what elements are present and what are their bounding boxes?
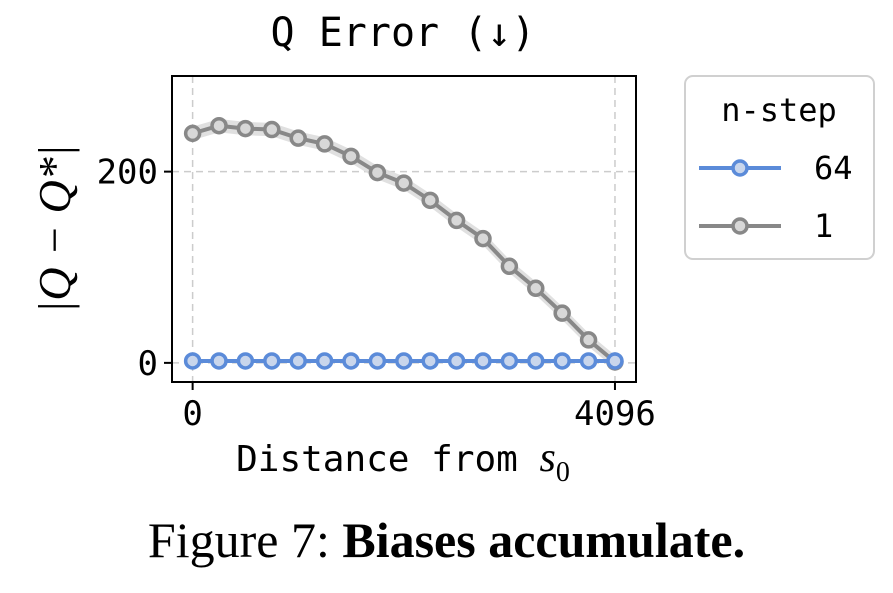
data-point-64 [289,352,307,370]
x-tick-label: 4096 [574,394,656,434]
data-point-64 [368,352,387,370]
plot-area [171,75,637,383]
legend-label-1: 1 [814,207,833,245]
data-point-1 [342,147,360,166]
plot-border [171,75,637,383]
legend-entries: 64 1 [699,149,853,245]
legend-label-64: 64 [814,149,853,187]
data-point-1 [447,211,466,230]
y-tick-label: 200 [97,153,158,193]
axis-ticks: 0 4096 0 200 [97,153,656,434]
legend-marker-64 [731,159,749,177]
x-axis-label-text: Distance from [236,439,539,480]
data-point-1 [553,304,571,322]
data-point-1 [500,257,519,276]
data-point-64 [210,352,228,370]
legend: n-step 64 1 [684,75,875,260]
y-axis-label: |Q − Q*| [29,145,80,314]
data-point-64 [421,352,439,370]
data-point-64 [527,352,545,370]
y-tick-label: 0 [138,344,158,384]
x-axis-label: Distance from s0 [236,435,570,488]
x-axis-label-math: s [540,435,556,481]
data-point-64 [342,352,360,370]
data-point-1 [474,229,492,248]
data-point-64 [579,352,598,370]
series-lines [183,116,624,371]
data-point-64 [606,352,624,370]
legend-entry-1: 1 [699,207,833,245]
data-point-64 [183,352,202,370]
figure-caption: Figure 7: Biases accumulate. [0,510,893,570]
caption-label: Figure 7: [147,512,330,568]
data-point-1 [368,163,387,182]
data-point-1 [579,331,598,349]
x-tick-label: 0 [182,394,202,434]
legend-entry-64: 64 [699,149,853,187]
x-axis-label-math-sub: 0 [556,457,570,488]
data-point-1 [183,124,202,143]
data-point-1 [210,116,228,135]
data-point-1 [527,279,545,298]
data-point-64 [447,352,466,370]
data-point-64 [236,352,255,370]
data-point-64 [553,352,571,370]
data-point-64 [474,352,492,370]
legend-marker-1 [731,217,749,235]
caption-text: Biases accumulate. [342,512,746,568]
data-point-1 [263,120,281,139]
data-point-64 [395,352,413,370]
legend-title: n-step [721,91,837,129]
data-point-1 [421,191,439,210]
data-point-1 [315,135,334,153]
data-point-64 [263,352,281,370]
data-point-64 [315,352,334,370]
chart-title: Q Error (↓) [271,10,536,56]
data-point-64 [500,352,519,370]
data-point-1 [236,119,255,138]
data-point-1 [289,129,307,147]
data-point-1 [395,174,413,192]
